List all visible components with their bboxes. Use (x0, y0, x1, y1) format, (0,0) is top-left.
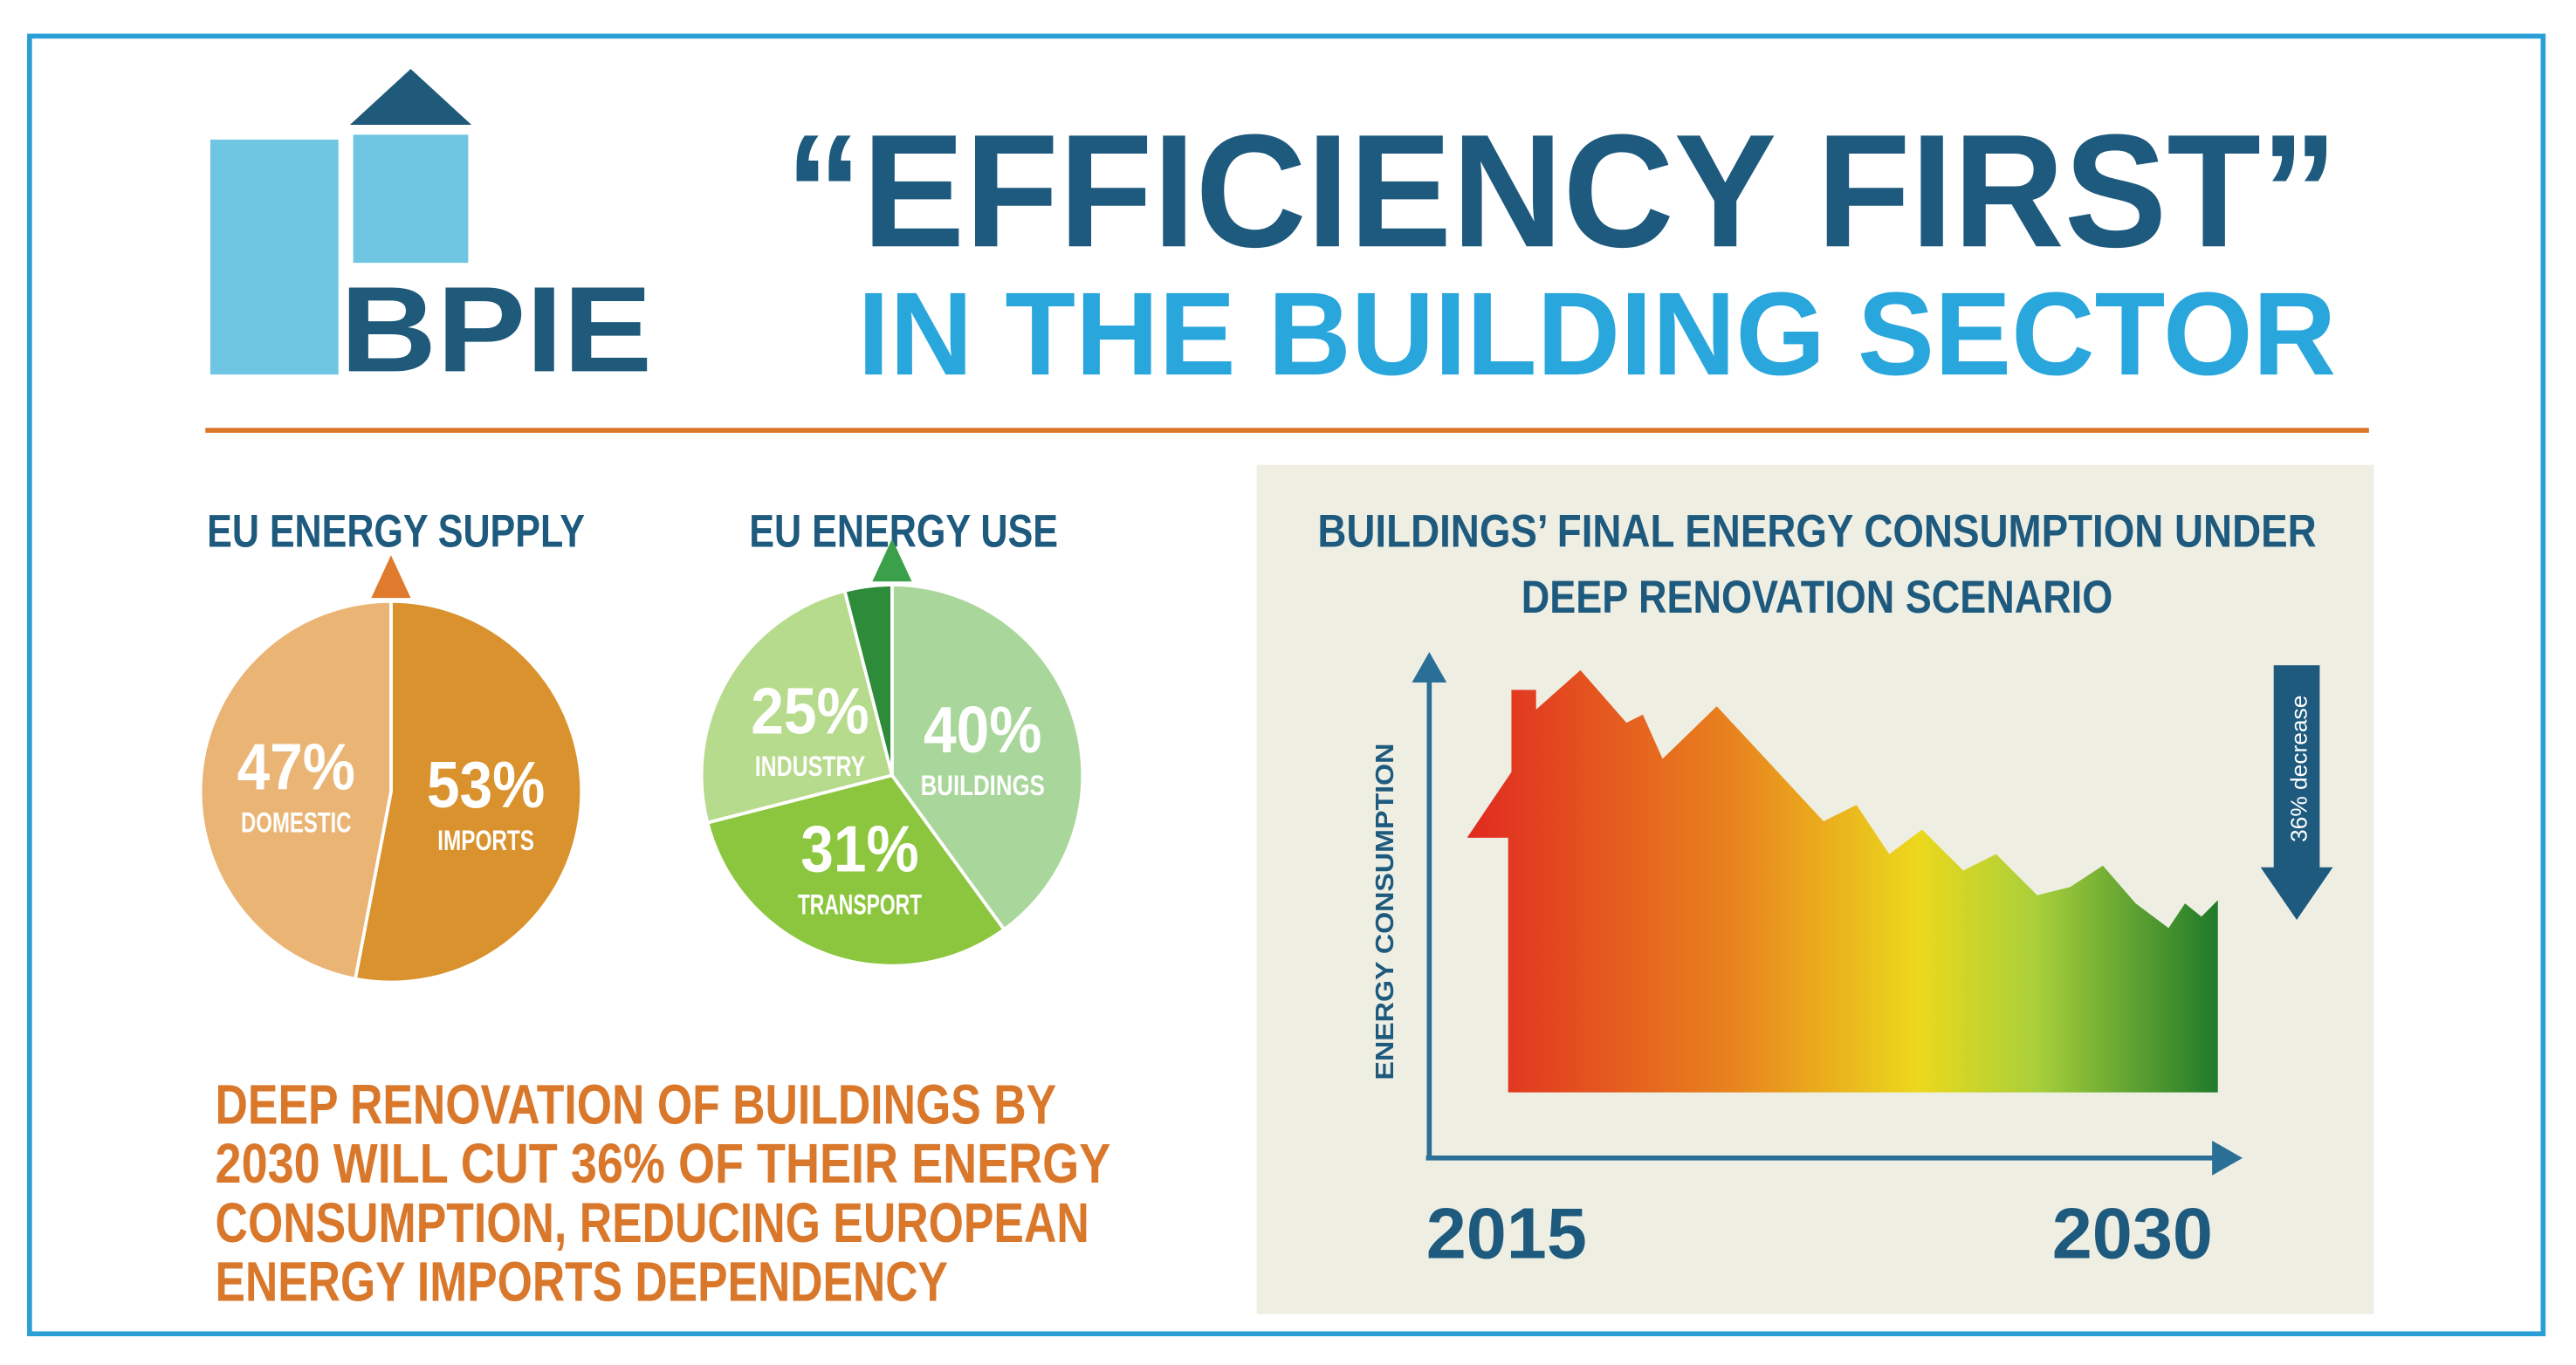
x-end-label: 2030 (2052, 1193, 2213, 1274)
axes (1412, 652, 2243, 1176)
logo: BPIE (210, 69, 652, 397)
pie-slice (699, 588, 895, 825)
category-label: TRANSPORT (798, 889, 923, 921)
y-arrow (1412, 652, 1447, 682)
decrease-arrow: 36% decrease (2260, 665, 2333, 920)
panel-title: BUILDINGS’ FINAL ENERGY CONSUMPTION UNDE… (1317, 506, 2316, 558)
category-label: BUILDINGS (921, 770, 1045, 801)
arrow-head (2260, 867, 2333, 920)
arrow-shaft (2273, 665, 2320, 871)
pie-title: EU ENERGY SUPPLY (207, 506, 585, 558)
x-arrow (2212, 1140, 2243, 1176)
pie-slice (705, 773, 1006, 968)
note-line: 2030 WILL CUT 36% OF THEIR ENERGY (216, 1132, 1111, 1195)
x-start-label: 2015 (1426, 1193, 1587, 1274)
note-line: DEEP RENOVATION OF BUILDINGS BY (216, 1073, 1057, 1135)
pie-slice (198, 599, 393, 981)
pie-pointer (371, 555, 411, 599)
value-label: 53% (427, 748, 546, 821)
value-label: 25% (751, 674, 869, 747)
panel-title: DEEP RENOVATION SCENARIO (1522, 572, 2113, 623)
consumption-area (1467, 669, 2218, 1093)
pies: EU ENERGY SUPPLY 53% IMPORTS 47%DOMESTIC EU … (198, 506, 1085, 984)
y-axis-label: ENERGY CONSUMPTION (1370, 744, 1398, 1080)
category-label: INDUSTRY (755, 751, 865, 782)
value-label: 40% (924, 693, 1042, 766)
note-line: CONSUMPTION, REDUCING EUROPEAN (216, 1191, 1089, 1254)
title: “EFFICIENCY FIRST” (786, 101, 2339, 281)
pie-slice (842, 583, 894, 776)
logo-block (353, 134, 469, 264)
logo-text: BPIE (340, 261, 653, 397)
note-line: ENERGY IMPORTS DEPENDENCY (216, 1251, 948, 1314)
pie-slice (353, 599, 584, 984)
pie-pointer (872, 538, 912, 582)
value-label: 47% (237, 730, 355, 803)
subtitle: IN THE BUILDING SECTOR (857, 267, 2336, 400)
pie-slice (890, 583, 1085, 932)
category-label: DOMESTIC (241, 806, 351, 838)
pie-title: EU ENERGY USE (749, 506, 1058, 558)
category-label: IMPORTS (437, 825, 534, 856)
annotation: 36% decrease (2285, 696, 2312, 842)
note: DEEP RENOVATION OF BUILDINGS BY 2030 WIL… (216, 1073, 1111, 1313)
logo-roof (349, 69, 472, 126)
logo-block (210, 139, 339, 375)
value-label: 31% (800, 813, 919, 886)
